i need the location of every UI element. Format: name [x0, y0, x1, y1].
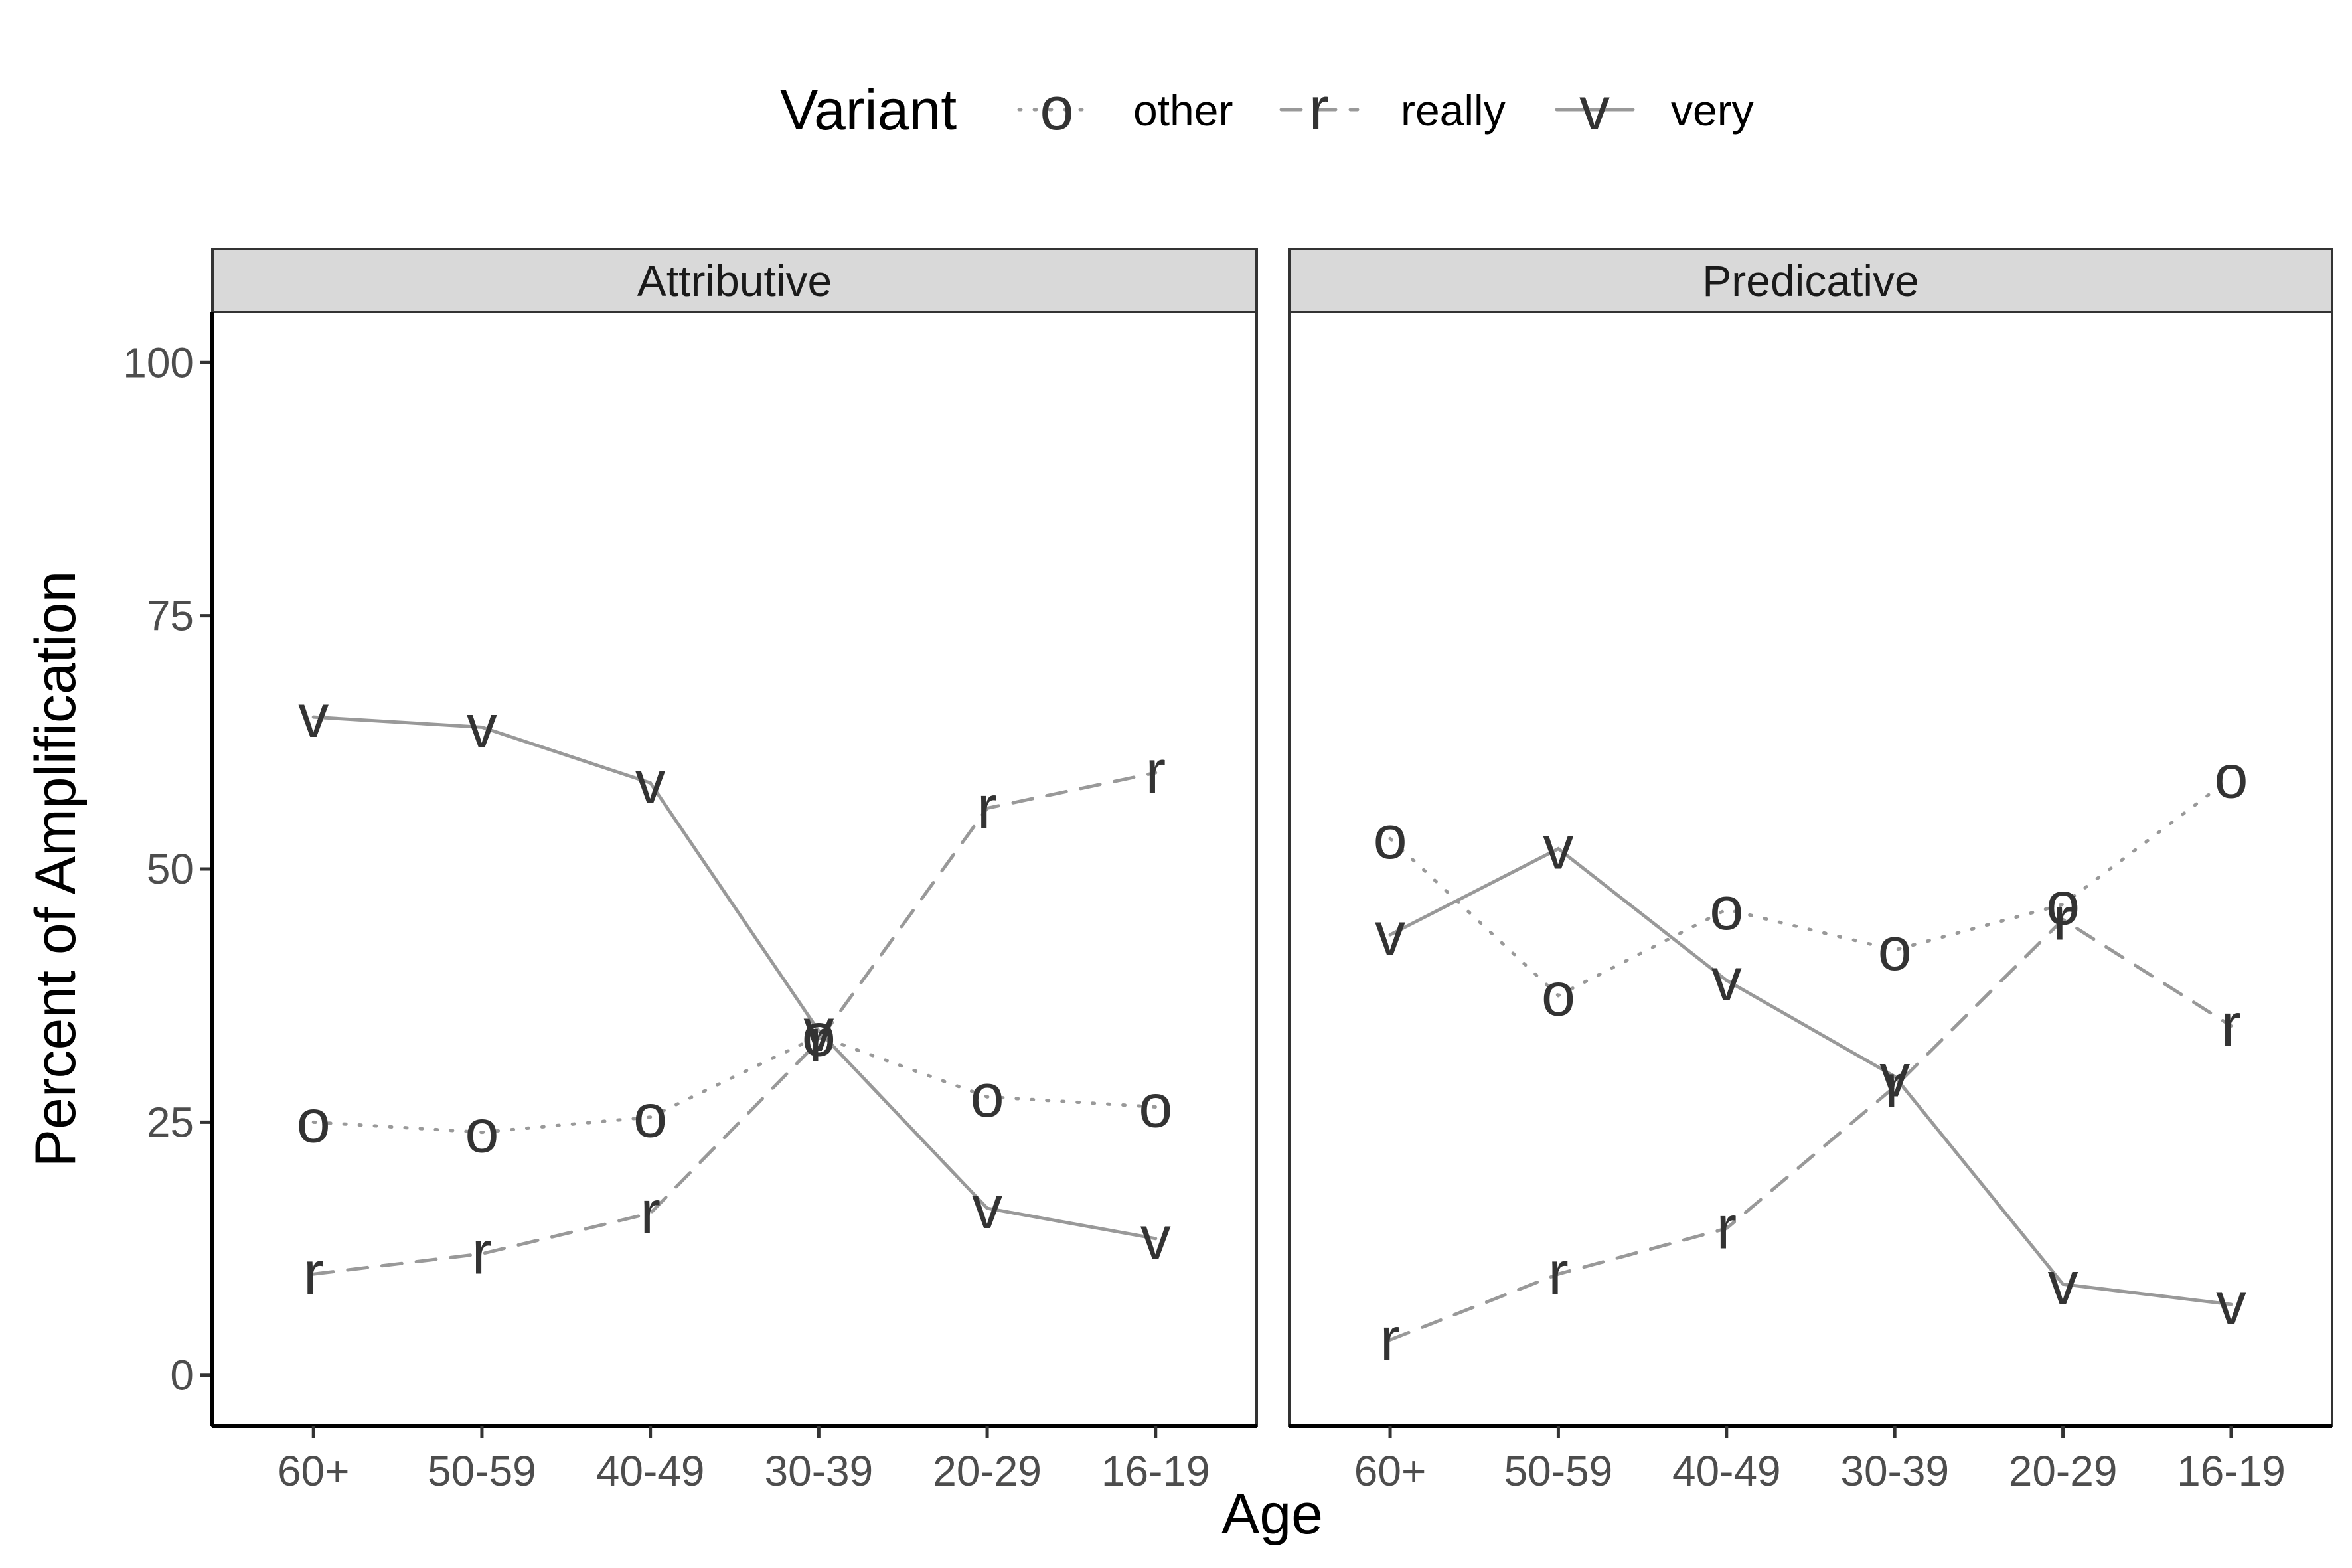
data-point-really: r [1380, 1305, 1401, 1373]
series-line-really [1388, 917, 2233, 1342]
x-tick-label: 30-39 [765, 1447, 874, 1495]
legend-title: Variant [780, 78, 957, 142]
legend-key-symbol-very: v [1579, 75, 1610, 143]
x-tick-label: 20-29 [933, 1447, 1042, 1495]
data-point-very: v [2216, 1270, 2246, 1338]
data-point-other: o [1878, 915, 1912, 983]
x-tick-label: 50-59 [1504, 1447, 1613, 1495]
y-tick-label: 100 [123, 339, 194, 386]
data-point-very: v [2048, 1249, 2078, 1317]
data-point-really: r [640, 1179, 661, 1247]
data-point-other: o [2214, 744, 2248, 811]
data-point-really: r [1885, 1052, 1905, 1120]
facet-strip-label: Predicative [1702, 256, 1919, 305]
panel-border [1288, 311, 2333, 1427]
y-tick-label: 50 [147, 845, 194, 893]
data-point-other: o [1373, 804, 1407, 872]
data-point-very: v [1543, 814, 1573, 882]
data-point-really: r [809, 1006, 829, 1074]
data-point-really: r [2053, 885, 2073, 953]
series-line-very [1388, 846, 2233, 1306]
panel-border [211, 311, 1258, 1427]
series-line-other [311, 1034, 1158, 1135]
facet-strip-label: Attributive [637, 256, 832, 305]
x-tick-label: 30-39 [1840, 1447, 1949, 1495]
data-point-other: o [465, 1098, 499, 1166]
series-line-very [311, 715, 1158, 1241]
data-point-really: r [303, 1239, 324, 1307]
data-point-other: o [1138, 1072, 1172, 1140]
x-tick-label: 16-19 [2177, 1447, 2286, 1495]
data-point-other: o [802, 1002, 836, 1069]
data-point-really: r [472, 1219, 493, 1287]
x-tick-label: 40-49 [596, 1447, 705, 1495]
x-axis-title: Age [1221, 1482, 1323, 1546]
data-point-really: r [1716, 1194, 1737, 1262]
data-point-other: o [1709, 875, 1743, 943]
data-point-other: o [970, 1062, 1004, 1130]
x-tick-label: 20-29 [2009, 1447, 2118, 1495]
data-point-very: v [635, 748, 666, 816]
legend-label-other: other [1133, 86, 1233, 135]
data-point-very: v [298, 682, 329, 750]
y-axis-title: Percent of Amplification [24, 571, 88, 1168]
data-point-really: r [1145, 738, 1166, 806]
x-tick-label: 60+ [277, 1447, 350, 1495]
y-tick-label: 0 [170, 1352, 194, 1399]
x-tick-label: 60+ [1354, 1447, 1427, 1495]
data-point-very: v [1711, 946, 1742, 1014]
data-point-very: v [803, 996, 834, 1064]
data-point-really: r [1548, 1239, 1569, 1307]
data-point-really: r [977, 773, 998, 841]
data-point-very: v [972, 1174, 1002, 1241]
legend-label-really: really [1401, 86, 1506, 135]
data-point-other: o [1541, 961, 1575, 1029]
data-point-other: o [297, 1087, 331, 1155]
series-line-other [1388, 776, 2233, 998]
series-line-really [311, 771, 1158, 1276]
data-point-very: v [467, 692, 497, 760]
legend-key-symbol-really: r [1309, 75, 1330, 143]
facet-strip [1288, 248, 2333, 313]
data-point-really: r [2221, 991, 2242, 1059]
legend-key-symbol-other: o [1040, 75, 1073, 143]
x-tick-label: 50-59 [428, 1447, 536, 1495]
legend-label-very: very [1671, 86, 1754, 135]
y-tick-label: 75 [147, 592, 194, 640]
x-tick-label: 16-19 [1101, 1447, 1210, 1495]
data-point-very: v [1375, 900, 1405, 968]
data-point-other: o [2046, 870, 2080, 937]
data-point-very: v [1140, 1204, 1171, 1272]
data-point-very: v [1879, 1042, 1910, 1110]
facet-strip [211, 248, 1258, 313]
x-tick-label: 40-49 [1672, 1447, 1781, 1495]
y-tick-label: 25 [147, 1098, 194, 1146]
data-point-other: o [633, 1083, 667, 1150]
